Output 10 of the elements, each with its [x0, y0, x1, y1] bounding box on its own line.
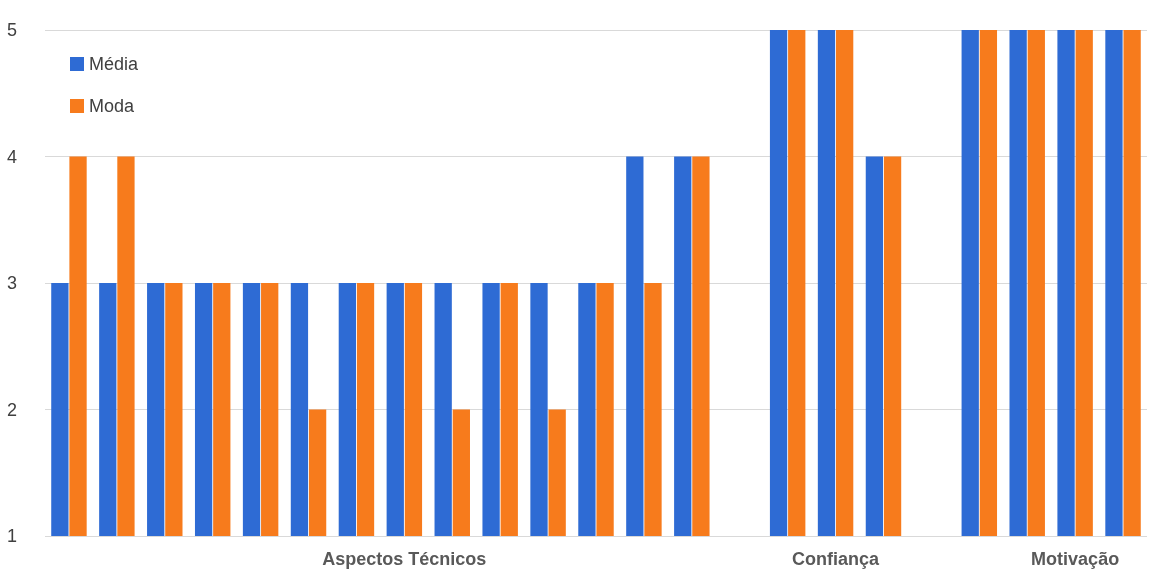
x-tick-label: Confiança [792, 549, 881, 569]
legend-label: Média [89, 54, 140, 74]
y-tick-label: 2 [6, 399, 17, 420]
y-tick-label: 5 [6, 20, 17, 40]
y-tick-label: 3 [6, 273, 17, 293]
legend-label: Moda [89, 96, 136, 116]
y-tick-label: 4 [6, 146, 17, 167]
x-tick-label: Motivação [1031, 549, 1120, 569]
x-tick-label: Aspectos Técnicos [322, 549, 487, 569]
y-tick-label: 1 [6, 526, 17, 546]
